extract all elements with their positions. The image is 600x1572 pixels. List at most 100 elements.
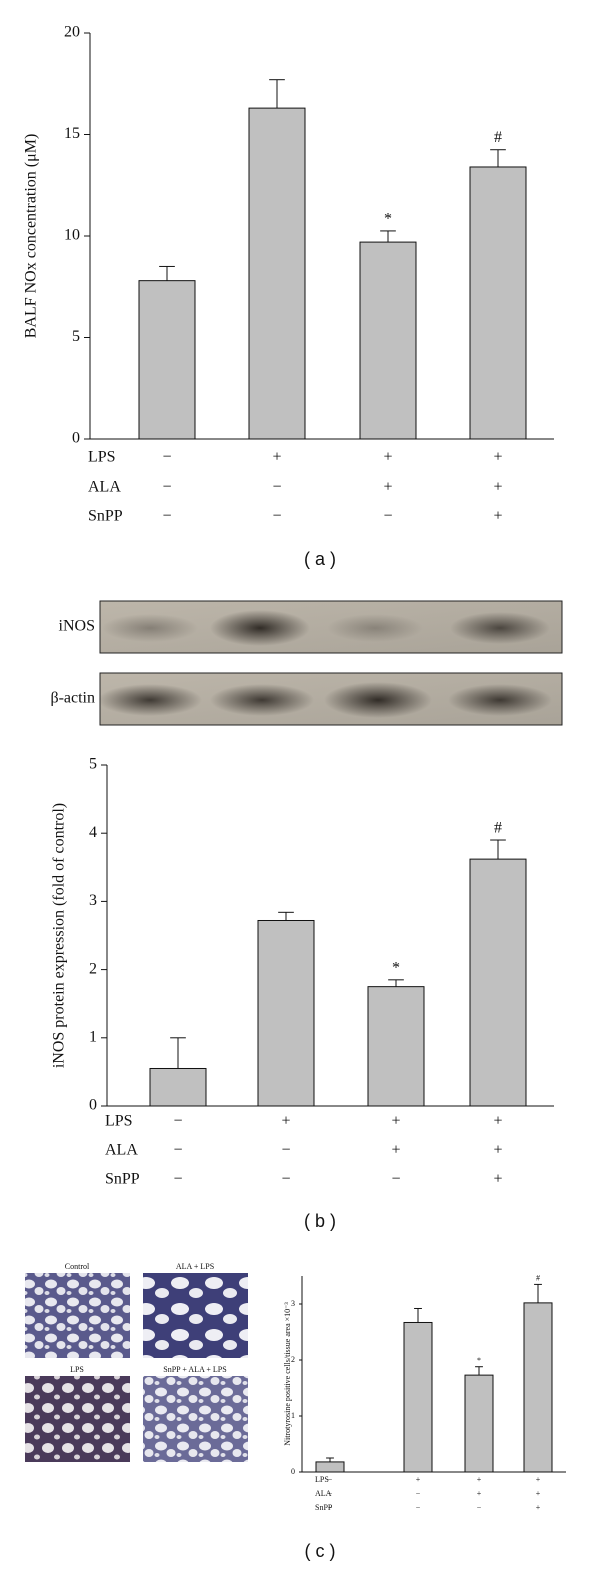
y-tick-label: 10 <box>64 227 80 244</box>
bar <box>315 1461 345 1473</box>
condition-name: LPS <box>105 1113 133 1130</box>
condition-name: SnPP <box>88 508 123 525</box>
y-tick-label: 1 <box>89 1028 97 1045</box>
condition-sign: − <box>162 508 171 525</box>
blot-band <box>448 684 552 716</box>
condition-sign: + <box>416 1475 421 1484</box>
condition-sign: + <box>536 1475 541 1484</box>
significance-marker: # <box>494 129 502 146</box>
bar <box>403 1321 433 1473</box>
y-tick-label: 15 <box>64 125 80 142</box>
y-axis-label: BALF NOx concentration (μM) <box>23 134 40 339</box>
histology-image <box>25 1273 130 1358</box>
bar <box>359 241 417 440</box>
condition-sign: + <box>536 1503 541 1512</box>
condition-sign: − <box>281 1171 290 1188</box>
blot-band <box>327 614 423 642</box>
condition-sign: − <box>391 1171 400 1188</box>
condition-name: ALA <box>105 1142 138 1159</box>
condition-name: ALA <box>88 479 121 496</box>
condition-sign: + <box>493 508 502 525</box>
image-label: LPS <box>70 1365 84 1374</box>
condition-sign: − <box>328 1503 333 1512</box>
bar <box>149 1067 207 1107</box>
panel-caption: ( a ) <box>304 549 336 569</box>
condition-name: SnPP <box>315 1503 333 1512</box>
condition-sign: − <box>162 479 171 496</box>
condition-sign: + <box>493 1142 502 1159</box>
blot-band <box>450 612 550 644</box>
significance-marker: # <box>536 1274 540 1283</box>
significance-marker: * <box>392 959 400 976</box>
condition-name: SnPP <box>105 1171 140 1188</box>
bar <box>464 1374 494 1473</box>
y-tick-label: 5 <box>89 756 97 773</box>
y-tick-label: 5 <box>72 328 80 345</box>
condition-sign: + <box>383 479 392 496</box>
y-tick-label: 2 <box>291 1355 295 1364</box>
blot-label: iNOS <box>59 618 95 635</box>
bar <box>367 986 425 1107</box>
condition-sign: + <box>477 1489 482 1498</box>
condition-sign: − <box>272 479 281 496</box>
bar <box>469 166 527 440</box>
condition-sign: + <box>272 449 281 466</box>
condition-name: LPS <box>315 1475 329 1484</box>
histology-image <box>143 1376 248 1462</box>
significance-marker: # <box>494 819 502 836</box>
y-tick-label: 0 <box>72 430 80 447</box>
condition-sign: + <box>383 449 392 466</box>
condition-sign: + <box>391 1142 400 1159</box>
condition-sign: − <box>281 1142 290 1159</box>
condition-sign: − <box>173 1142 182 1159</box>
condition-name: LPS <box>88 449 116 466</box>
condition-sign: + <box>391 1113 400 1130</box>
blot-band <box>210 610 310 646</box>
significance-marker: * <box>477 1356 481 1365</box>
condition-sign: − <box>173 1171 182 1188</box>
condition-name: ALA <box>315 1489 332 1498</box>
bar <box>257 919 315 1107</box>
bar <box>248 107 306 440</box>
bar <box>469 858 527 1107</box>
condition-sign: − <box>272 508 281 525</box>
condition-sign: − <box>383 508 392 525</box>
histology-image <box>143 1273 248 1358</box>
condition-sign: − <box>173 1113 182 1130</box>
condition-sign: − <box>477 1503 482 1512</box>
bar <box>138 280 196 440</box>
condition-sign: + <box>281 1113 290 1130</box>
condition-sign: + <box>493 1113 502 1130</box>
condition-sign: + <box>493 1171 502 1188</box>
y-tick-label: 0 <box>89 1097 97 1114</box>
image-label: SnPP + ALA + LPS <box>163 1365 226 1374</box>
condition-sign: + <box>493 479 502 496</box>
image-label: ALA + LPS <box>176 1262 214 1271</box>
condition-sign: + <box>493 449 502 466</box>
bar <box>523 1302 553 1473</box>
y-axis-label: iNOS protein expression (fold of control… <box>51 803 68 1068</box>
blot-band <box>102 614 198 642</box>
blot-label: β-actin <box>50 690 95 707</box>
blot-band <box>324 682 432 718</box>
blot-band <box>210 684 314 716</box>
y-tick-label: 1 <box>291 1411 295 1420</box>
y-tick-label: 2 <box>89 960 97 977</box>
y-tick-label: 3 <box>89 892 97 909</box>
y-tick-label: 3 <box>291 1299 295 1308</box>
condition-sign: − <box>162 449 171 466</box>
y-tick-label: 0 <box>291 1467 295 1476</box>
condition-sign: + <box>536 1489 541 1498</box>
y-tick-label: 20 <box>64 24 80 41</box>
condition-sign: − <box>328 1475 333 1484</box>
condition-sign: − <box>328 1489 333 1498</box>
condition-sign: − <box>416 1503 421 1512</box>
condition-sign: − <box>416 1489 421 1498</box>
panel-caption: ( c ) <box>305 1541 336 1561</box>
significance-marker: * <box>384 210 392 227</box>
image-label: Control <box>65 1262 90 1271</box>
y-tick-label: 4 <box>89 824 97 841</box>
y-axis-label: Nitrotyrosine positive cells/tissue area… <box>283 1302 292 1446</box>
condition-sign: + <box>477 1475 482 1484</box>
